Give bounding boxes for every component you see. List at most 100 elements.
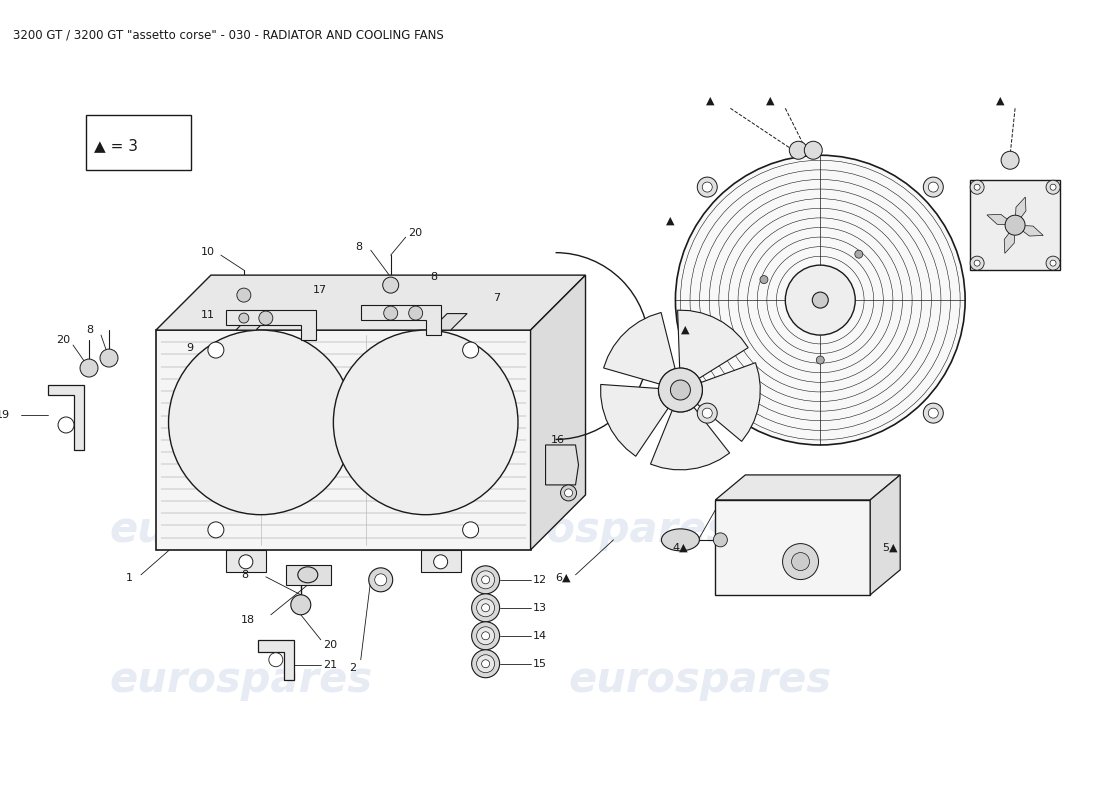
Circle shape (100, 349, 118, 367)
Circle shape (476, 599, 495, 617)
Text: 20: 20 (408, 228, 421, 238)
Circle shape (812, 292, 828, 308)
Polygon shape (156, 275, 585, 330)
Polygon shape (604, 313, 675, 384)
Circle shape (697, 177, 717, 197)
Text: 19: 19 (0, 410, 10, 420)
Text: 2: 2 (349, 662, 356, 673)
Circle shape (670, 380, 691, 400)
Circle shape (236, 288, 251, 302)
Polygon shape (987, 214, 1015, 225)
Text: 1: 1 (126, 573, 133, 583)
Bar (715, 500, 870, 595)
Circle shape (792, 553, 810, 570)
Text: 7: 7 (493, 293, 499, 303)
Polygon shape (530, 275, 585, 550)
Text: 18: 18 (241, 614, 255, 625)
Circle shape (790, 142, 807, 159)
Circle shape (384, 306, 398, 320)
Text: 12: 12 (532, 575, 547, 585)
Text: 17: 17 (312, 285, 327, 295)
Circle shape (476, 571, 495, 589)
Circle shape (675, 155, 965, 445)
Polygon shape (1015, 225, 1043, 236)
Polygon shape (257, 640, 294, 680)
Text: 3200 GT / 3200 GT "assetto corse" - 030 - RADIATOR AND COOLING FANS: 3200 GT / 3200 GT "assetto corse" - 030 … (13, 28, 443, 42)
Text: ▲: ▲ (996, 95, 1004, 106)
Text: 15: 15 (532, 658, 547, 669)
Text: 13: 13 (532, 602, 547, 613)
Circle shape (258, 311, 273, 325)
Text: ▲: ▲ (766, 95, 774, 106)
Circle shape (970, 256, 985, 270)
Bar (970, 180, 1060, 270)
Circle shape (975, 260, 980, 266)
Circle shape (472, 566, 499, 594)
Circle shape (923, 177, 944, 197)
Circle shape (375, 574, 387, 586)
Circle shape (433, 555, 448, 569)
Text: 8: 8 (431, 272, 438, 282)
Circle shape (409, 306, 422, 320)
Circle shape (482, 576, 490, 584)
Circle shape (782, 544, 818, 579)
Polygon shape (697, 362, 760, 442)
Circle shape (975, 184, 980, 190)
Circle shape (472, 650, 499, 678)
Circle shape (476, 654, 495, 673)
Circle shape (1046, 180, 1060, 194)
Circle shape (702, 408, 713, 418)
Circle shape (333, 330, 518, 514)
Text: 6▲: 6▲ (556, 573, 571, 583)
Circle shape (239, 313, 249, 323)
Text: 16: 16 (551, 435, 564, 445)
Text: 5▲: 5▲ (882, 543, 898, 553)
Text: 20: 20 (322, 640, 337, 650)
Circle shape (58, 417, 74, 433)
Circle shape (482, 660, 490, 668)
Polygon shape (715, 475, 900, 500)
Text: eurospares: eurospares (469, 509, 733, 551)
Polygon shape (361, 305, 441, 335)
Text: 11: 11 (201, 310, 214, 320)
Circle shape (928, 182, 938, 192)
Text: 14: 14 (532, 630, 547, 641)
Circle shape (659, 368, 703, 412)
Circle shape (476, 626, 495, 645)
Circle shape (702, 182, 713, 192)
Polygon shape (870, 475, 900, 595)
Circle shape (804, 142, 823, 159)
Text: ▲: ▲ (706, 95, 715, 106)
Circle shape (855, 250, 862, 258)
Polygon shape (601, 385, 668, 456)
Ellipse shape (661, 529, 700, 551)
Text: 9: 9 (186, 343, 192, 353)
Circle shape (383, 277, 398, 293)
Text: ▲: ▲ (681, 325, 690, 335)
Circle shape (168, 330, 353, 514)
Polygon shape (235, 314, 273, 330)
Circle shape (208, 522, 224, 538)
Text: ▲ = 3: ▲ = 3 (94, 138, 138, 153)
Polygon shape (546, 445, 579, 485)
Polygon shape (1004, 225, 1015, 254)
Text: ▲: ▲ (667, 215, 674, 225)
Text: 20: 20 (56, 335, 70, 345)
Circle shape (482, 632, 490, 640)
Circle shape (785, 265, 855, 335)
Ellipse shape (298, 567, 318, 583)
Circle shape (697, 403, 717, 423)
Text: 8: 8 (355, 242, 363, 252)
Circle shape (268, 653, 283, 666)
Circle shape (561, 485, 576, 501)
Circle shape (1005, 215, 1025, 235)
Text: eurospares: eurospares (109, 658, 373, 701)
Text: eurospares: eurospares (569, 658, 832, 701)
Circle shape (208, 342, 224, 358)
Circle shape (564, 489, 572, 497)
Circle shape (1046, 256, 1060, 270)
Circle shape (1001, 151, 1019, 170)
Circle shape (1050, 184, 1056, 190)
Bar (156, 330, 530, 550)
Text: 21: 21 (322, 660, 337, 670)
